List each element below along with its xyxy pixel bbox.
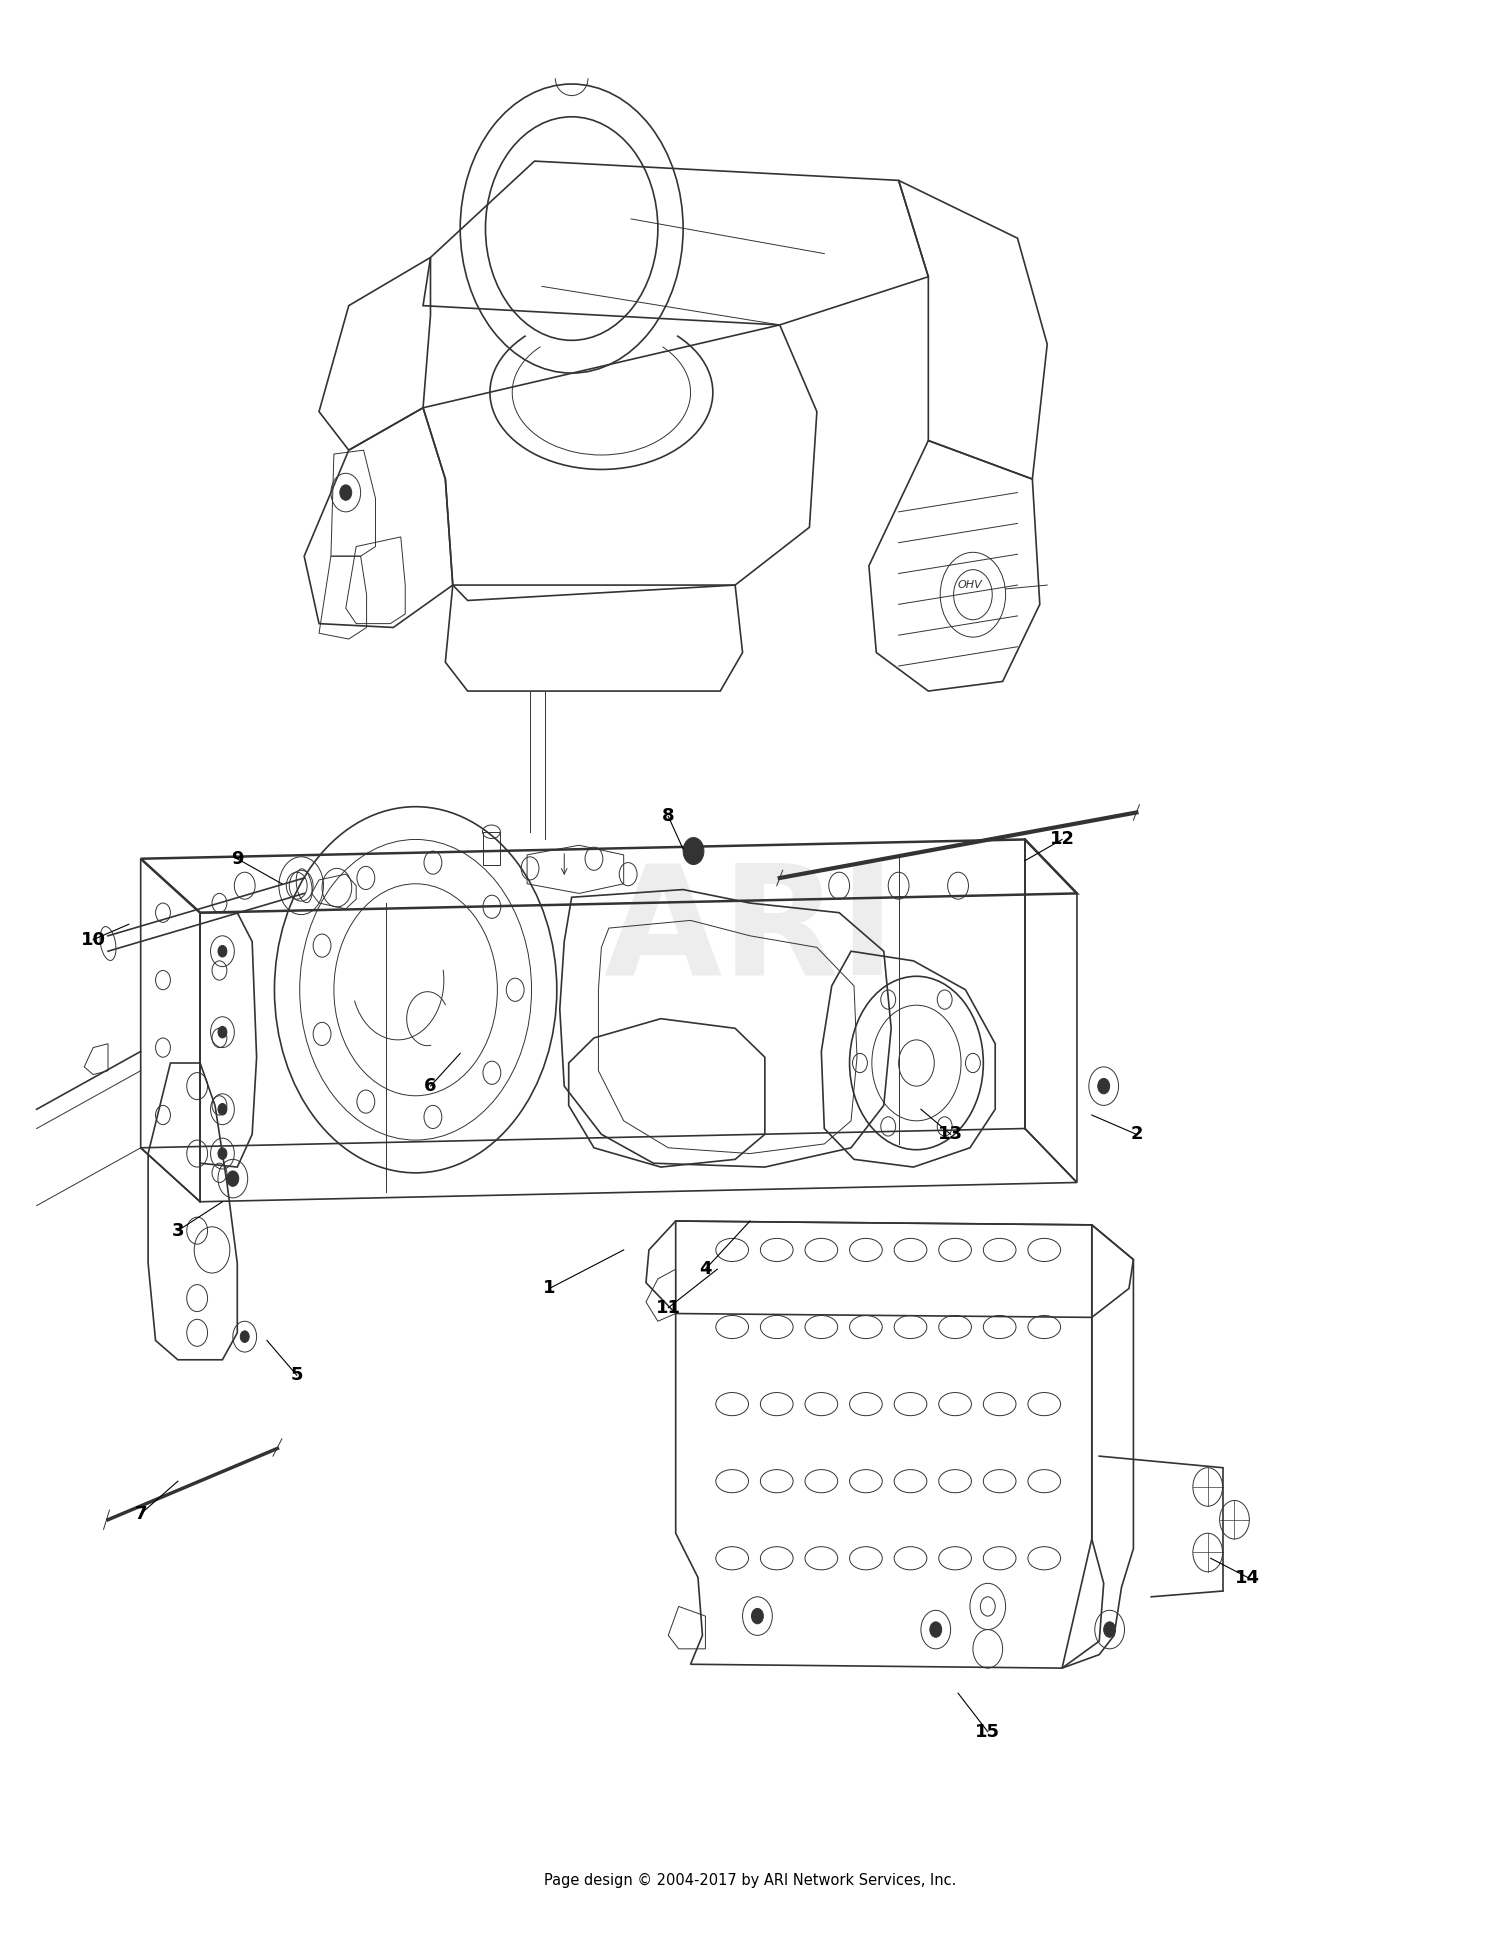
Text: 3: 3 — [171, 1221, 184, 1240]
Text: 15: 15 — [975, 1724, 1000, 1741]
Text: 12: 12 — [1050, 831, 1074, 848]
Text: 11: 11 — [656, 1299, 681, 1316]
Text: OHV: OHV — [957, 580, 982, 590]
Circle shape — [217, 1027, 226, 1038]
Text: 13: 13 — [938, 1126, 963, 1143]
Text: 14: 14 — [1236, 1568, 1260, 1586]
Text: 5: 5 — [291, 1366, 303, 1384]
Text: 1: 1 — [543, 1279, 555, 1297]
Circle shape — [240, 1332, 249, 1343]
Circle shape — [217, 945, 226, 957]
Text: 2: 2 — [1130, 1126, 1143, 1143]
Text: 4: 4 — [699, 1260, 711, 1279]
Text: 8: 8 — [662, 807, 675, 825]
Circle shape — [1098, 1079, 1110, 1095]
Text: 7: 7 — [135, 1504, 147, 1524]
Text: 9: 9 — [231, 850, 243, 868]
Circle shape — [682, 837, 703, 864]
Text: Page design © 2004-2017 by ARI Network Services, Inc.: Page design © 2004-2017 by ARI Network S… — [544, 1873, 956, 1887]
Circle shape — [217, 1147, 226, 1159]
Circle shape — [217, 1104, 226, 1114]
Circle shape — [930, 1623, 942, 1638]
Text: ARI: ARI — [603, 858, 897, 1007]
Circle shape — [226, 1170, 238, 1186]
Circle shape — [752, 1609, 764, 1625]
Text: 6: 6 — [424, 1077, 436, 1095]
Text: 10: 10 — [81, 930, 105, 949]
Circle shape — [340, 485, 351, 501]
Circle shape — [1104, 1623, 1116, 1638]
